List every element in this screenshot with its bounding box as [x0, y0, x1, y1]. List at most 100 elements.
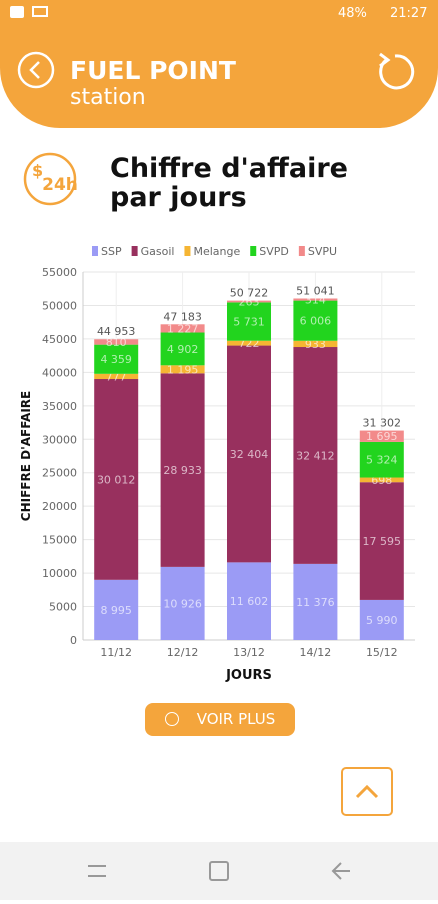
y-tick-label: 30000	[42, 433, 77, 446]
value-label: 314	[305, 294, 326, 307]
bar-segment	[94, 339, 139, 345]
y-tick-label: 40000	[42, 366, 77, 379]
notif-icon	[32, 6, 48, 17]
value-label: 28 933	[163, 464, 202, 477]
legend-label: Melange	[193, 245, 240, 258]
bar-segment	[160, 365, 205, 374]
legend-label: Gasoil	[141, 245, 175, 258]
bar-segment	[293, 563, 338, 640]
value-label: 933	[305, 338, 326, 351]
nav-home[interactable]	[209, 861, 229, 881]
header	[0, 0, 438, 128]
bar-segment	[293, 300, 338, 341]
brand-subtitle: station	[70, 85, 146, 110]
value-label: 32 404	[230, 448, 269, 461]
bar-segment	[94, 373, 139, 380]
value-label: 10 926	[163, 597, 202, 610]
y-tick-label: 15000	[42, 534, 77, 547]
total-label: 44 953	[97, 325, 136, 338]
legend-label: SVPD	[259, 245, 289, 258]
bar-segment	[94, 579, 139, 640]
value-label: 32 412	[296, 449, 335, 462]
bar-segment	[94, 344, 139, 374]
bar-segment	[227, 302, 271, 341]
value-label: 5 731	[233, 316, 265, 329]
bar-segment	[160, 566, 205, 640]
refresh-arrow	[379, 52, 391, 68]
bar-segment	[359, 599, 404, 640]
value-label: 11 602	[230, 595, 269, 608]
nav-icons	[88, 861, 350, 881]
x-tick-label: 13/12	[233, 646, 265, 659]
nav-bar	[0, 842, 438, 900]
legend-swatch	[131, 246, 138, 256]
brand: FUEL POINT	[70, 56, 236, 85]
legend-swatch	[250, 246, 257, 256]
y-tick-label: 0	[70, 634, 77, 647]
x-axis-label: JOURS	[225, 668, 272, 683]
value-label: 8 995	[100, 604, 132, 617]
bar-segment	[160, 332, 205, 366]
y-tick-label: 55000	[42, 266, 77, 279]
icon-dollar: $	[32, 161, 43, 180]
y-tick-label: 20000	[42, 500, 77, 513]
bar-segment	[160, 373, 205, 567]
button-label: VOIR PLUS	[196, 710, 276, 728]
nav-back[interactable]	[331, 862, 350, 880]
y-tick-label: 45000	[42, 333, 77, 346]
value-label: 4 902	[167, 343, 199, 356]
legend-swatch	[92, 246, 98, 256]
value-label: 263	[239, 296, 260, 309]
battery: 48%	[338, 6, 367, 21]
value-label: 1 195	[167, 363, 199, 376]
back-button[interactable]	[17, 51, 55, 89]
back-arrow	[29, 61, 40, 79]
y-tick-label: 35000	[42, 400, 77, 413]
total-label: 31 302	[363, 417, 402, 430]
refresh-button[interactable]	[379, 54, 415, 90]
bar-segment	[293, 347, 338, 564]
notif-icon	[10, 6, 24, 18]
legend-label: SVPU	[308, 245, 337, 258]
bar-segment	[293, 298, 338, 301]
value-label: 1 695	[366, 430, 398, 443]
bar-segment	[359, 477, 404, 483]
bar-segment	[359, 482, 404, 600]
value-label: 30 012	[97, 473, 136, 486]
value-label: 1 227	[167, 322, 199, 335]
y-tick-label: 25000	[42, 467, 77, 480]
chart: SSP Gasoil Melange SVPD SVPU 0 5000 10000 15000 2…	[19, 245, 415, 683]
total-label: 50 722	[230, 287, 269, 300]
bar-segment	[359, 430, 404, 442]
bar-segment	[227, 345, 271, 563]
value-label: 4 359	[100, 353, 132, 366]
value-label: 17 595	[363, 535, 402, 548]
nav-recent[interactable]	[88, 865, 106, 877]
total-label: 47 183	[163, 310, 202, 323]
value-label: 11 376	[296, 596, 335, 609]
legend-swatch	[184, 246, 191, 256]
x-tick-label: 11/12	[100, 646, 132, 659]
scroll-top-button[interactable]	[340, 766, 394, 818]
y-axis-label: CHIFFRE D'AFFAIRE	[19, 391, 33, 521]
y-tick-label: 50000	[42, 299, 77, 312]
y-tick-label: 5000	[49, 601, 77, 614]
header-icons	[17, 51, 415, 90]
y-tick-label: 10000	[42, 567, 77, 580]
voir-plus-button[interactable]: VOIR PLUS	[145, 703, 295, 736]
bar-segment	[227, 562, 271, 640]
value-label: 810	[106, 336, 127, 349]
value-label: 5 324	[366, 454, 398, 467]
scroll-top-box	[341, 767, 393, 816]
x-tick-label: 15/12	[366, 646, 398, 659]
scroll-top-arrow	[355, 784, 379, 799]
bar-segment	[293, 340, 338, 348]
total-label: 51 041	[296, 284, 335, 297]
icon-24h: $ 24h	[23, 152, 78, 206]
value-label: 6 006	[300, 315, 332, 328]
icon-ring	[23, 152, 77, 206]
icon-text: 24h	[42, 175, 78, 195]
bar-segment	[227, 340, 271, 346]
value-label: 5 990	[366, 614, 398, 627]
